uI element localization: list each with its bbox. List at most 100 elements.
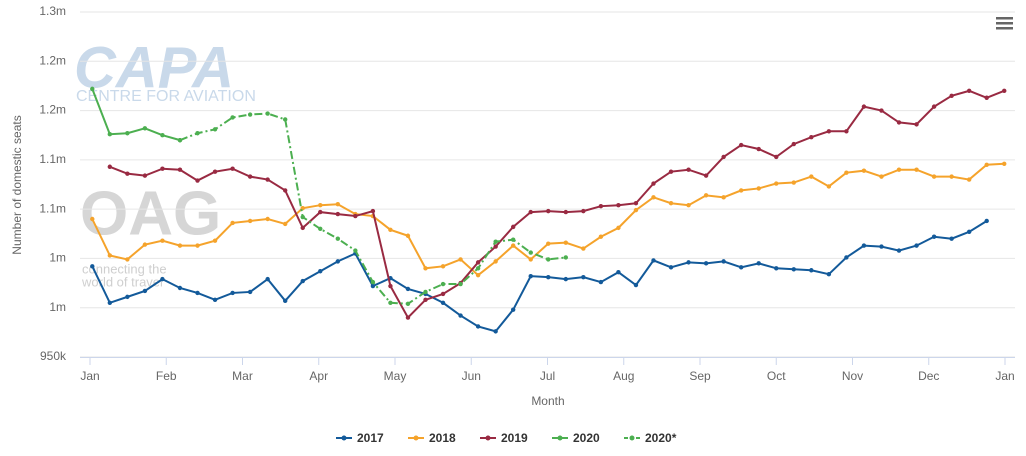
- y-tick-label: 1.3m: [39, 4, 66, 18]
- data-point: [510, 224, 516, 230]
- data-point: [458, 313, 463, 318]
- data-point: [563, 240, 568, 245]
- data-point: [774, 181, 779, 186]
- data-point: [142, 242, 148, 247]
- data-point: [861, 104, 867, 109]
- data-point: [546, 257, 551, 262]
- data-point: [563, 255, 568, 260]
- data-point: [879, 108, 884, 113]
- data-point: [668, 201, 674, 206]
- data-point: [686, 260, 691, 265]
- data-point: [475, 324, 481, 329]
- data-point: [423, 297, 428, 303]
- data-point: [475, 260, 481, 265]
- data-point: [300, 225, 305, 231]
- data-point: [984, 95, 989, 100]
- data-point: [335, 211, 341, 217]
- legend-dot: [485, 435, 491, 441]
- data-point: [318, 209, 323, 215]
- y-tick-label: 1m: [49, 300, 66, 314]
- data-point: [721, 259, 726, 264]
- x-tick-label: Feb: [156, 369, 177, 383]
- data-point: [265, 111, 270, 116]
- data-point: [791, 141, 796, 147]
- data-point: [493, 239, 498, 244]
- data-point: [563, 276, 568, 282]
- x-tick-label: Jun: [462, 369, 481, 383]
- data-point: [212, 127, 218, 132]
- data-point: [546, 208, 551, 214]
- menu-bar[interactable]: [996, 27, 1013, 30]
- data-point: [546, 241, 551, 246]
- data-point: [493, 329, 498, 334]
- data-point: [879, 244, 884, 249]
- data-point: [651, 195, 656, 200]
- data-point: [318, 269, 323, 274]
- data-point: [633, 207, 639, 213]
- legend-dot: [629, 435, 635, 441]
- x-tick-label: Aug: [613, 369, 634, 383]
- data-point: [335, 259, 341, 264]
- legend-label: 2020: [573, 431, 600, 445]
- data-point: [668, 265, 674, 270]
- data-point: [581, 246, 586, 251]
- menu-bar[interactable]: [996, 17, 1013, 20]
- data-point: [914, 167, 919, 172]
- data-point: [633, 282, 639, 288]
- data-point: [230, 115, 235, 120]
- watermark: connecting the: [82, 261, 167, 276]
- y-tick-label: 1.1m: [39, 201, 66, 215]
- data-point: [370, 283, 376, 289]
- data-point: [423, 289, 428, 295]
- data-point: [230, 220, 235, 226]
- data-point: [142, 288, 148, 294]
- data-point: [125, 131, 130, 136]
- data-point: [195, 290, 200, 296]
- watermark: CENTRE FOR AVIATION: [76, 88, 256, 105]
- legend-label: 2020*: [645, 431, 677, 445]
- y-tick-label: 950k: [40, 349, 67, 363]
- data-point: [440, 264, 446, 269]
- series-line: [91, 88, 181, 142]
- data-point: [826, 184, 832, 189]
- data-point: [756, 186, 761, 191]
- data-point: [703, 173, 709, 178]
- data-point: [844, 170, 849, 175]
- data-point: [423, 266, 428, 271]
- data-point: [107, 164, 113, 169]
- data-point: [703, 193, 709, 198]
- data-point: [703, 261, 709, 266]
- data-point: [265, 177, 270, 182]
- data-point: [318, 226, 323, 232]
- data-point: [353, 248, 358, 253]
- data-point: [791, 180, 796, 185]
- data-point: [458, 281, 463, 287]
- y-axis-title: Number of domestic seats: [10, 115, 24, 254]
- data-point: [861, 168, 867, 173]
- x-tick-label: Sep: [689, 369, 711, 383]
- data-point: [247, 289, 253, 295]
- menu-bar[interactable]: [996, 22, 1013, 25]
- x-tick-label: Oct: [767, 369, 786, 383]
- data-point: [598, 203, 604, 209]
- data-point: [774, 154, 779, 160]
- legend-item: 2020: [552, 431, 600, 445]
- data-point: [616, 225, 621, 231]
- y-tick-label: 1.2m: [39, 53, 66, 67]
- data-point: [896, 248, 902, 253]
- data-point: [844, 255, 849, 260]
- data-point: [388, 283, 393, 289]
- legend-item: 2018: [408, 431, 456, 445]
- data-point: [949, 236, 954, 241]
- data-point: [107, 300, 113, 305]
- data-point: [738, 265, 744, 270]
- data-point: [335, 236, 341, 241]
- data-point: [774, 266, 779, 271]
- data-point: [931, 234, 937, 239]
- x-tick-label: Apr: [309, 369, 328, 383]
- data-point: [966, 177, 972, 182]
- legend-item: 2017: [336, 431, 384, 445]
- data-point: [90, 216, 95, 222]
- menu-icon[interactable]: [996, 17, 1013, 30]
